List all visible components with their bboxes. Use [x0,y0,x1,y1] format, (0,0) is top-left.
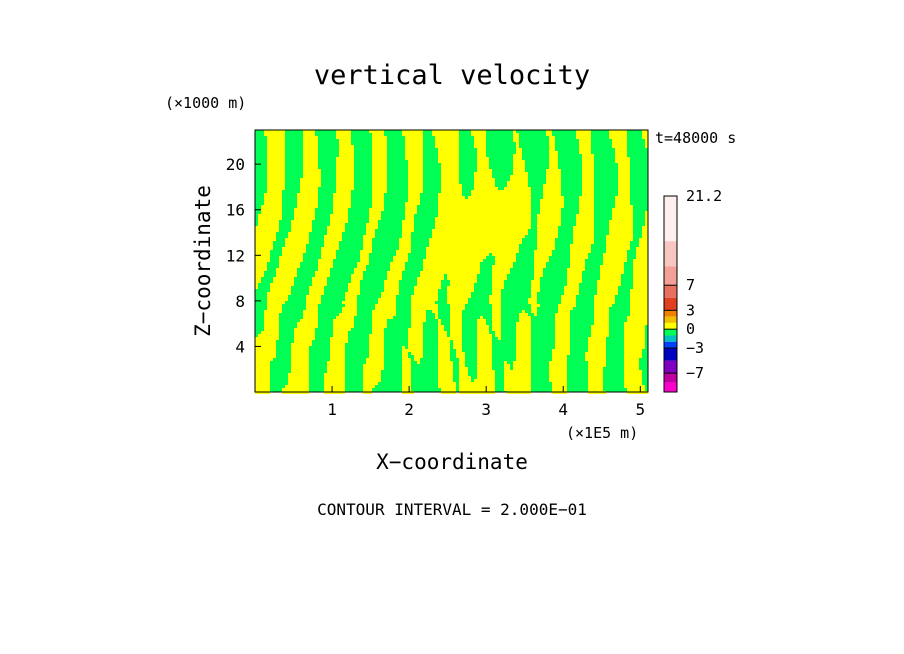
time-label: t=48000 s [655,129,736,147]
x-tick-label: 5 [635,400,645,419]
contour-interval-note: CONTOUR INTERVAL = 2.000E−01 [317,500,587,519]
plot-frame [254,129,649,393]
x-tick-label: 1 [327,400,337,419]
x-axis-label: X−coordinate [376,450,528,474]
y-tick-label: 12 [226,246,245,265]
colorbar-band [664,316,677,323]
y-tick-label: 16 [226,201,245,220]
y-tick-label: 8 [235,292,245,311]
colorbar-label: 0 [686,320,695,338]
y-axis-label: Z−coordinate [191,185,215,337]
y-tick-label: 4 [235,337,245,356]
colorbar-label: 7 [686,276,695,294]
y-unit-label: (×1000 m) [165,94,246,112]
colorbar-band [664,241,677,267]
colorbar-band [664,382,677,392]
colorbar-band [664,266,677,286]
x-unit-label: (×1E5 m) [566,424,638,442]
x-tick-label: 4 [558,400,568,419]
colorbar-labels: 21.2 7 30−3 −7 [664,187,722,382]
colorbar-label: 21.2 [686,187,722,205]
colorbar-band [664,373,677,383]
chart-title: vertical velocity [314,60,590,91]
x-axis: 1 2 3 4 5 [327,386,645,419]
colorbar-band [664,335,677,342]
y-tick-label: 20 [226,155,245,174]
x-tick-label: 2 [404,400,414,419]
colorbar-band [664,297,677,311]
positive-velocity-region [255,130,648,394]
colorbar-band [664,341,677,349]
x-tick-label: 3 [481,400,491,419]
colorbar-label: 3 [686,301,695,319]
colorbar-label: −3 [686,339,704,357]
colorbar-label: −7 [686,364,704,382]
colorbar-band [664,310,677,317]
colorbar-band [664,348,677,361]
colorbar-band [664,329,677,336]
velocity-field [255,130,648,394]
colorbar [663,195,678,393]
colorbar-band [664,322,677,330]
colorbar-band [664,285,677,298]
colorbar-band [664,196,677,242]
y-axis: 4 8 12 16 20 [226,155,261,356]
colorbar-band [664,360,677,374]
